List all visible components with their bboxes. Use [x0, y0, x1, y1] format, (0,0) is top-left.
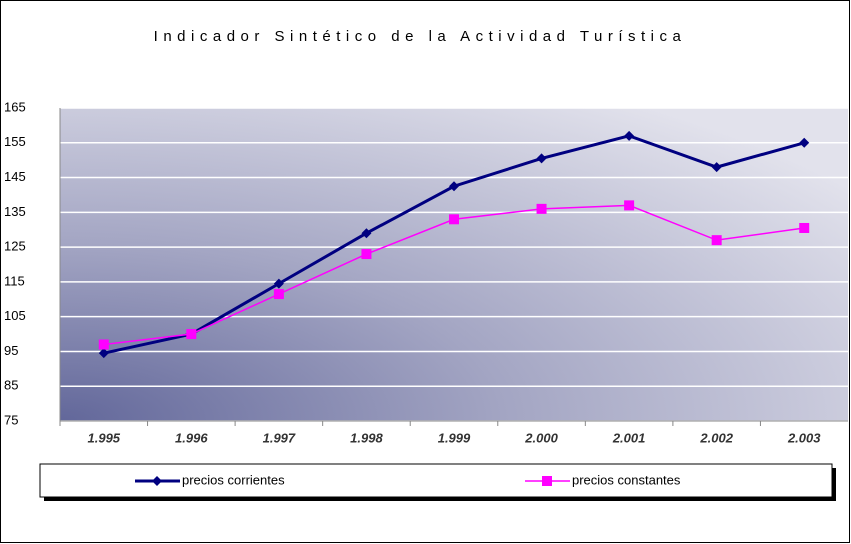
legend-label: precios corrientes: [182, 472, 285, 487]
marker: [624, 130, 635, 141]
marker: [624, 200, 635, 211]
y-tick-label: 165: [4, 99, 26, 114]
x-tick-label: 2.003: [787, 430, 821, 445]
y-tick-label: 75: [4, 412, 18, 427]
y-tick-label: 145: [4, 169, 26, 184]
y-tick-label: 115: [4, 273, 25, 288]
marker: [186, 329, 197, 340]
marker: [711, 162, 722, 173]
chart-title: Indicador Sintético de la Actividad Turí…: [153, 28, 687, 45]
marker: [152, 476, 162, 486]
marker: [542, 476, 552, 486]
y-tick-label: 135: [4, 204, 26, 219]
x-tick-label: 1.995: [88, 430, 121, 445]
x-tick-label: 2.000: [524, 430, 558, 445]
y-tick-label: 85: [4, 378, 18, 393]
marker: [361, 228, 372, 239]
legend-label: precios constantes: [572, 472, 681, 487]
x-tick-label: 1.997: [263, 430, 296, 445]
y-tick-label: 155: [4, 134, 26, 149]
marker: [536, 153, 547, 164]
marker: [449, 214, 459, 225]
x-tick-label: 2.002: [699, 430, 733, 445]
marker: [273, 289, 284, 300]
marker: [273, 278, 284, 289]
marker: [361, 249, 372, 260]
y-tick-label: 95: [4, 343, 18, 358]
marker: [98, 339, 109, 350]
y-tick-label: 125: [4, 239, 26, 254]
x-tick-label: 1.998: [350, 430, 383, 445]
x-tick-label: 1.999: [438, 430, 471, 445]
marker: [799, 137, 810, 148]
marker: [98, 348, 109, 359]
plot-area: [60, 108, 848, 421]
marker: [536, 203, 547, 214]
x-tick-label: 1.996: [175, 430, 208, 445]
x-tick-label: 2.001: [612, 430, 646, 445]
marker: [799, 222, 810, 233]
y-tick-label: 105: [4, 308, 26, 323]
marker: [449, 181, 459, 192]
marker: [711, 235, 722, 246]
